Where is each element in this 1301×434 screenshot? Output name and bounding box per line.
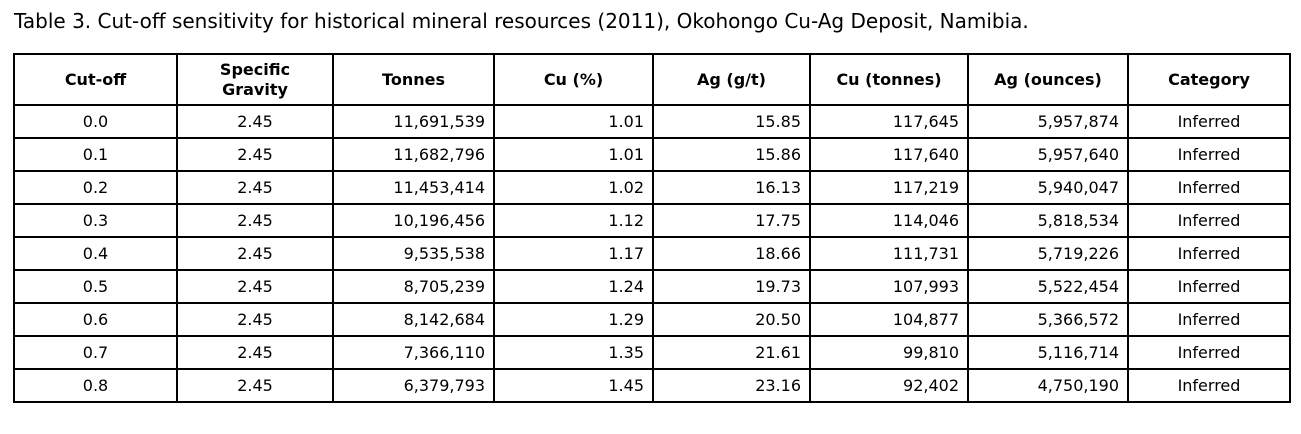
cell-cu-tonnes: 117,640: [809, 137, 969, 172]
cell-category: Inferred: [1127, 170, 1291, 205]
cell-specific-gravity: 2.45: [176, 137, 334, 172]
cell-specific-gravity: 2.45: [176, 203, 334, 238]
cell-cutoff: 0.0: [13, 104, 178, 139]
cell-specific-gravity: 2.45: [176, 269, 334, 304]
cell-category: Inferred: [1127, 335, 1291, 370]
cell-tonnes: 8,705,239: [332, 269, 495, 304]
cell-specific-gravity: 2.45: [176, 104, 334, 139]
table-row: 0.2 2.45 11,453,414 1.02 16.13 117,219 5…: [13, 170, 1291, 205]
cell-ag-ounces: 5,957,640: [967, 137, 1129, 172]
cell-cu-pct: 1.24: [493, 269, 654, 304]
col-header-category: Category: [1127, 53, 1291, 106]
cell-specific-gravity: 2.45: [176, 335, 334, 370]
cell-cutoff: 0.4: [13, 236, 178, 271]
cell-category: Inferred: [1127, 269, 1291, 304]
table-row: 0.4 2.45 9,535,538 1.17 18.66 111,731 5,…: [13, 236, 1291, 271]
cell-cu-tonnes: 99,810: [809, 335, 969, 370]
cell-cu-tonnes: 104,877: [809, 302, 969, 337]
cell-ag-gpt: 18.66: [652, 236, 811, 271]
cell-ag-gpt: 19.73: [652, 269, 811, 304]
cell-ag-ounces: 5,719,226: [967, 236, 1129, 271]
cell-cutoff: 0.1: [13, 137, 178, 172]
cell-category: Inferred: [1127, 203, 1291, 238]
page-title: Table 3. Cut-off sensitivity for histori…: [14, 9, 1029, 33]
cell-ag-gpt: 23.16: [652, 368, 811, 403]
cell-cu-tonnes: 92,402: [809, 368, 969, 403]
table-row: 0.6 2.45 8,142,684 1.29 20.50 104,877 5,…: [13, 302, 1291, 337]
cell-cu-tonnes: 107,993: [809, 269, 969, 304]
cell-category: Inferred: [1127, 137, 1291, 172]
cell-cu-pct: 1.02: [493, 170, 654, 205]
col-header-cu-pct: Cu (%): [493, 53, 654, 106]
cell-ag-ounces: 5,818,534: [967, 203, 1129, 238]
cell-ag-gpt: 15.86: [652, 137, 811, 172]
cell-cu-pct: 1.01: [493, 137, 654, 172]
cell-cu-pct: 1.29: [493, 302, 654, 337]
cell-tonnes: 8,142,684: [332, 302, 495, 337]
table-row: 0.1 2.45 11,682,796 1.01 15.86 117,640 5…: [13, 137, 1291, 172]
col-header-ag-ounces: Ag (ounces): [967, 53, 1129, 106]
cell-ag-ounces: 5,940,047: [967, 170, 1129, 205]
col-header-specific-gravity: Specific Gravity: [176, 53, 334, 106]
cell-category: Inferred: [1127, 236, 1291, 271]
cell-ag-gpt: 15.85: [652, 104, 811, 139]
table-row: 0.5 2.45 8,705,239 1.24 19.73 107,993 5,…: [13, 269, 1291, 304]
cell-cu-pct: 1.12: [493, 203, 654, 238]
cell-ag-ounces: 4,750,190: [967, 368, 1129, 403]
table-row: 0.0 2.45 11,691,539 1.01 15.85 117,645 5…: [13, 104, 1291, 139]
cell-cutoff: 0.6: [13, 302, 178, 337]
cell-ag-ounces: 5,366,572: [967, 302, 1129, 337]
cell-cu-tonnes: 117,219: [809, 170, 969, 205]
cell-cutoff: 0.7: [13, 335, 178, 370]
cell-ag-gpt: 21.61: [652, 335, 811, 370]
cell-cu-pct: 1.17: [493, 236, 654, 271]
cell-tonnes: 9,535,538: [332, 236, 495, 271]
cell-specific-gravity: 2.45: [176, 302, 334, 337]
cell-category: Inferred: [1127, 368, 1291, 403]
table-row: 0.3 2.45 10,196,456 1.12 17.75 114,046 5…: [13, 203, 1291, 238]
cutoff-sensitivity-table: Cut-off Specific Gravity Tonnes Cu (%) A…: [13, 53, 1291, 403]
cell-tonnes: 7,366,110: [332, 335, 495, 370]
cell-ag-gpt: 20.50: [652, 302, 811, 337]
cell-category: Inferred: [1127, 302, 1291, 337]
cell-cutoff: 0.5: [13, 269, 178, 304]
table-row: 0.8 2.45 6,379,793 1.45 23.16 92,402 4,7…: [13, 368, 1291, 403]
cell-cutoff: 0.2: [13, 170, 178, 205]
col-header-cu-tonnes: Cu (tonnes): [809, 53, 969, 106]
cell-ag-gpt: 17.75: [652, 203, 811, 238]
cell-cu-tonnes: 111,731: [809, 236, 969, 271]
cell-tonnes: 11,682,796: [332, 137, 495, 172]
cell-ag-gpt: 16.13: [652, 170, 811, 205]
header-row: Cut-off Specific Gravity Tonnes Cu (%) A…: [13, 53, 1291, 106]
cell-cu-tonnes: 114,046: [809, 203, 969, 238]
cell-cu-tonnes: 117,645: [809, 104, 969, 139]
cell-cu-pct: 1.01: [493, 104, 654, 139]
cell-tonnes: 11,453,414: [332, 170, 495, 205]
cell-cutoff: 0.3: [13, 203, 178, 238]
cell-category: Inferred: [1127, 104, 1291, 139]
table-row: 0.7 2.45 7,366,110 1.35 21.61 99,810 5,1…: [13, 335, 1291, 370]
cell-ag-ounces: 5,116,714: [967, 335, 1129, 370]
cell-tonnes: 6,379,793: [332, 368, 495, 403]
cell-tonnes: 10,196,456: [332, 203, 495, 238]
cell-cu-pct: 1.45: [493, 368, 654, 403]
cell-cutoff: 0.8: [13, 368, 178, 403]
cell-ag-ounces: 5,522,454: [967, 269, 1129, 304]
cell-specific-gravity: 2.45: [176, 170, 334, 205]
cell-specific-gravity: 2.45: [176, 236, 334, 271]
cell-tonnes: 11,691,539: [332, 104, 495, 139]
col-header-cutoff: Cut-off: [13, 53, 178, 106]
cell-ag-ounces: 5,957,874: [967, 104, 1129, 139]
cell-specific-gravity: 2.45: [176, 368, 334, 403]
cell-cu-pct: 1.35: [493, 335, 654, 370]
col-header-tonnes: Tonnes: [332, 53, 495, 106]
col-header-ag-gpt: Ag (g/t): [652, 53, 811, 106]
